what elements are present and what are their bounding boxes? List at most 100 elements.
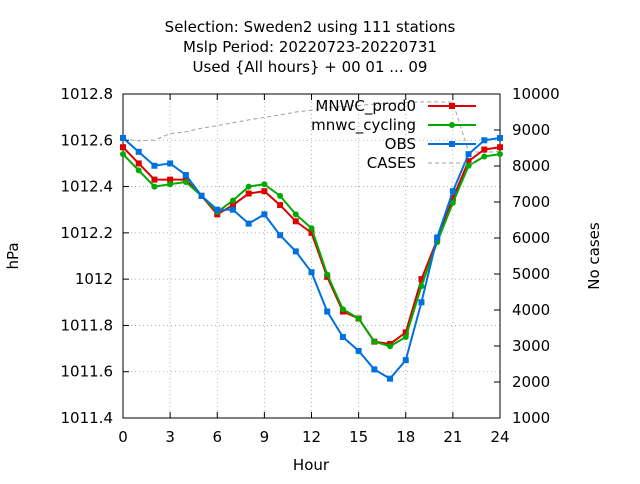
y-tick-label: 1012.6 (61, 131, 114, 149)
data-point (151, 176, 158, 183)
data-point (261, 181, 268, 188)
data-point (418, 299, 425, 306)
y-axis-label: hPa (4, 242, 22, 269)
data-point (355, 347, 362, 354)
data-point (261, 211, 268, 218)
x-tick-label: 0 (118, 428, 128, 446)
series (120, 134, 503, 382)
x-axis: 0 3 6 9 12 15 18 21 24 (118, 94, 510, 446)
data-point (198, 192, 205, 199)
data-point (497, 134, 503, 141)
data-point (214, 206, 221, 213)
data-point (261, 188, 268, 195)
data-point (418, 276, 425, 283)
y2-axis: 1000 2000 3000 4000 5000 6000 7000 8000 9000 1000… (494, 85, 560, 427)
data-point (277, 192, 284, 199)
data-point (292, 211, 299, 218)
data-point (371, 338, 378, 345)
data-point (120, 151, 126, 158)
data-point (324, 308, 331, 315)
y2-tick-label: 4000 (512, 301, 550, 319)
x-tick-label: 15 (349, 428, 368, 446)
data-point (402, 334, 409, 340)
x-tick-label: 6 (212, 428, 222, 446)
data-point (449, 188, 456, 195)
data-point (465, 158, 472, 165)
y-tick-label: 1012.2 (61, 224, 114, 242)
y2-tick-label: 3000 (512, 337, 550, 355)
title-line-2: Mslp Period: 20220723-20220731 (183, 38, 437, 56)
data-point (308, 229, 315, 236)
data-point (292, 248, 299, 255)
y2-tick-label: 2000 (512, 373, 550, 391)
y2-axis-label: No cases (585, 222, 603, 290)
cases-series (122, 101, 501, 153)
series-cases (122, 101, 501, 153)
data-point (449, 195, 456, 202)
y2-tick-label: 6000 (512, 229, 550, 247)
data-point (151, 183, 158, 190)
data-point (229, 202, 236, 209)
x-tick-label: 21 (443, 428, 462, 446)
x-tick-label: 12 (302, 428, 321, 446)
y2-tick-label: 1000 (512, 409, 550, 427)
legend-label-cases: CASES (367, 154, 416, 172)
data-point (167, 176, 174, 183)
y-tick-label: 1012.8 (61, 85, 114, 103)
data-point (387, 375, 394, 382)
data-point (355, 315, 362, 322)
title-line-3: Used {All hours} + 00 01 ... 09 (193, 58, 428, 76)
data-point (182, 172, 189, 178)
data-point (120, 144, 126, 151)
x-tick-label: 3 (165, 428, 175, 446)
data-point (497, 151, 503, 158)
y2-tick-label: 7000 (512, 193, 550, 211)
data-point (308, 269, 315, 276)
data-point (371, 366, 378, 373)
data-point (418, 283, 425, 290)
data-point (339, 306, 346, 313)
data-point (308, 225, 315, 232)
data-point (135, 160, 142, 167)
grid (123, 94, 500, 418)
chart-title: Selection: Sweden2 using 111 stations Ms… (165, 18, 456, 76)
series-line-cases (122, 101, 501, 153)
legend-label-obs: OBS (385, 135, 416, 153)
data-point (465, 162, 472, 169)
data-point (481, 146, 488, 153)
y2-tick-label: 8000 (512, 157, 550, 175)
data-point (135, 148, 142, 155)
x-axis-label: Hour (293, 456, 330, 474)
data-point (229, 197, 236, 204)
data-point (120, 134, 126, 141)
x-tick-label: 9 (260, 428, 270, 446)
data-point (481, 137, 488, 144)
y-tick-label: 1011.4 (61, 409, 114, 427)
data-point (324, 271, 331, 278)
data-point (135, 167, 142, 174)
x-tick-label: 24 (490, 428, 509, 446)
data-point (245, 183, 252, 190)
data-point (277, 232, 284, 239)
data-point (245, 220, 252, 227)
legend-label-mnwc-prod0: MNWC_prod0 (315, 97, 416, 116)
y2-tick-label: 10000 (512, 85, 560, 103)
data-point (481, 153, 488, 160)
data-point (292, 218, 299, 225)
data-point (402, 329, 409, 336)
y-axis: 1011.4 1011.6 1011.8 1012 1012.2 1012.4 1012.6… (61, 85, 129, 427)
series-obs (120, 134, 503, 382)
y-tick-label: 1011.6 (61, 363, 114, 381)
data-point (167, 160, 174, 167)
data-point (387, 343, 394, 350)
y-tick-label: 1012.4 (61, 178, 114, 196)
title-line-1: Selection: Sweden2 using 111 stations (165, 18, 456, 36)
legend-marker-mnwc-prod0 (449, 103, 455, 109)
data-point (277, 202, 284, 209)
y-tick-label: 1011.8 (61, 316, 114, 334)
data-point (339, 334, 346, 340)
data-point (182, 178, 189, 185)
